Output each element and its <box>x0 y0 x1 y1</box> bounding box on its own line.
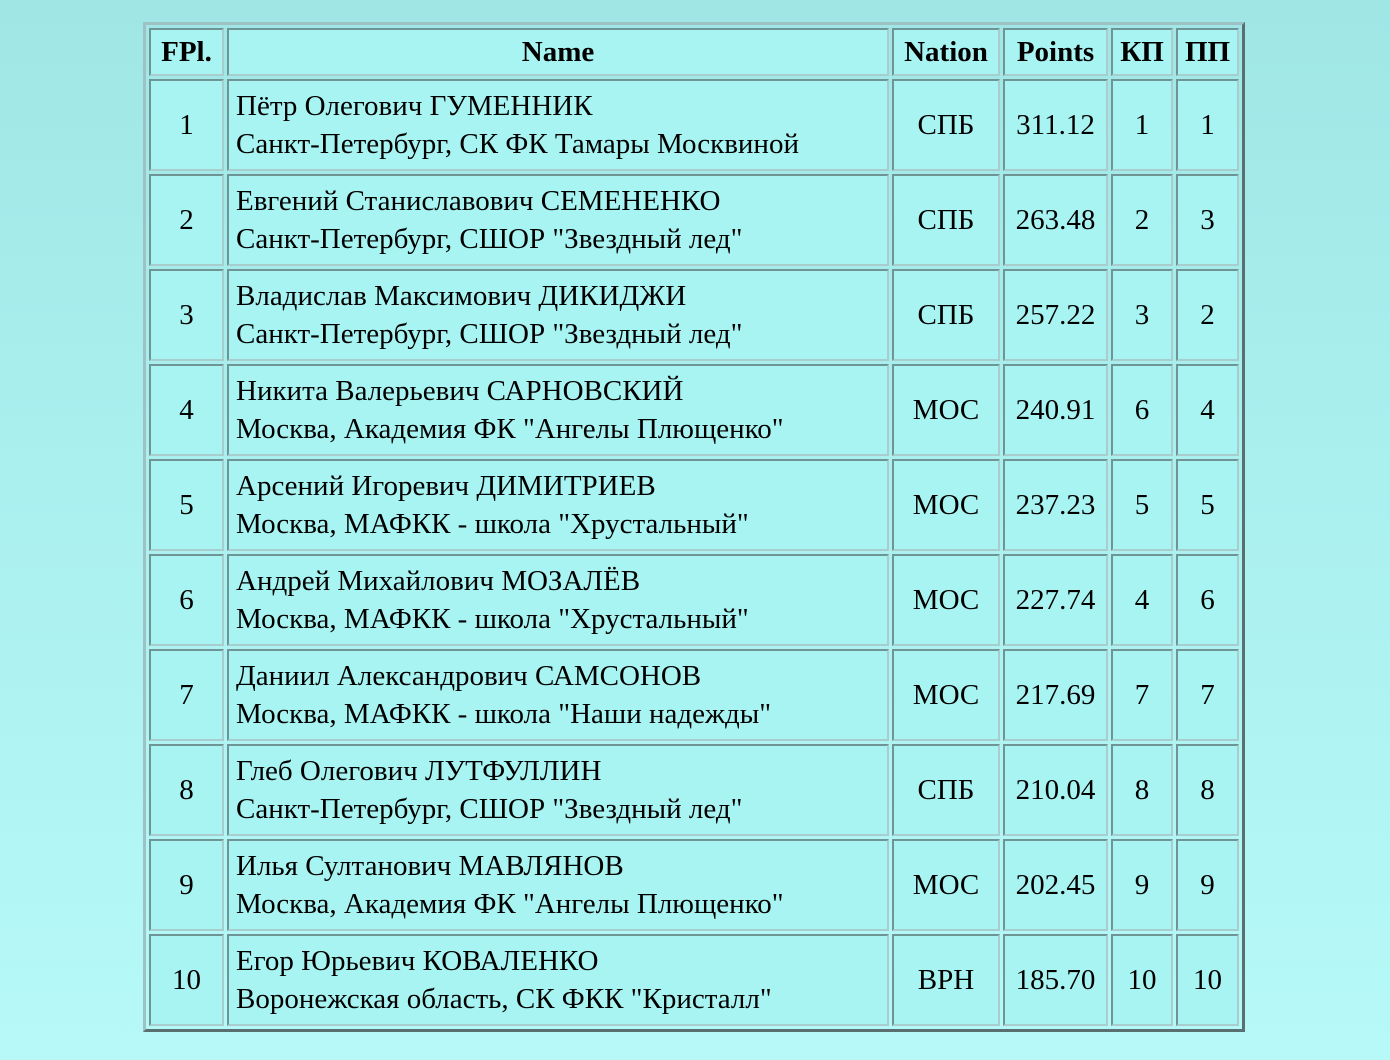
cell-rank: 7 <box>149 649 224 741</box>
header-nation: Nation <box>892 28 1000 76</box>
cell-free-program-rank: 10 <box>1176 934 1239 1026</box>
table-row: 7 Даниил Александрович САМСОНОВ Москва, … <box>149 649 1239 741</box>
header-row: FPl. Name Nation Points КП ПП <box>149 28 1239 76</box>
cell-nation: СПБ <box>892 174 1000 266</box>
cell-points: 185.70 <box>1003 934 1108 1026</box>
cell-rank: 1 <box>149 79 224 171</box>
cell-short-program-rank: 4 <box>1111 554 1173 646</box>
cell-short-program-rank: 1 <box>1111 79 1173 171</box>
cell-name: Илья Султанович МАВЛЯНОВ Москва, Академи… <box>227 839 889 931</box>
cell-free-program-rank: 9 <box>1176 839 1239 931</box>
table-row: 6 Андрей Михайлович МОЗАЛЁВ Москва, МАФК… <box>149 554 1239 646</box>
cell-nation: МОС <box>892 554 1000 646</box>
header-name: Name <box>227 28 889 76</box>
skater-club: Санкт-Петербург, СШОР "Звездный лед" <box>236 793 743 825</box>
skater-club: Москва, МАФКК - школа "Хрустальный" <box>236 603 749 635</box>
table-row: 10 Егор Юрьевич КОВАЛЕНКО Воронежская об… <box>149 934 1239 1026</box>
cell-short-program-rank: 3 <box>1111 269 1173 361</box>
skater-name: Владислав Максимович ДИКИДЖИ <box>236 279 687 312</box>
cell-points: 237.23 <box>1003 459 1108 551</box>
cell-points: 210.04 <box>1003 744 1108 836</box>
skater-club: Москва, Академия ФК "Ангелы Плющенко" <box>236 413 784 445</box>
header-points: Points <box>1003 28 1108 76</box>
cell-points: 227.74 <box>1003 554 1108 646</box>
cell-name: Евгений Станиславович СЕМЕНЕНКО Санкт-Пе… <box>227 174 889 266</box>
table-row: 2 Евгений Станиславович СЕМЕНЕНКО Санкт-… <box>149 174 1239 266</box>
cell-name: Андрей Михайлович МОЗАЛЁВ Москва, МАФКК … <box>227 554 889 646</box>
skater-club: Воронежская область, СК ФКК "Кристалл" <box>236 983 772 1015</box>
cell-nation: МОС <box>892 459 1000 551</box>
cell-short-program-rank: 6 <box>1111 364 1173 456</box>
cell-nation: СПБ <box>892 744 1000 836</box>
header-short-program: КП <box>1111 28 1173 76</box>
table-row: 1 Пётр Олегович ГУМЕННИК Санкт-Петербург… <box>149 79 1239 171</box>
cell-points: 240.91 <box>1003 364 1108 456</box>
table-row: 3 Владислав Максимович ДИКИДЖИ Санкт-Пет… <box>149 269 1239 361</box>
skater-club: Москва, Академия ФК "Ангелы Плющенко" <box>236 888 784 920</box>
skater-name: Евгений Станиславович СЕМЕНЕНКО <box>236 184 721 217</box>
cell-short-program-rank: 5 <box>1111 459 1173 551</box>
cell-points: 217.69 <box>1003 649 1108 741</box>
cell-free-program-rank: 4 <box>1176 364 1239 456</box>
skater-club: Москва, МАФКК - школа "Хрустальный" <box>236 508 749 540</box>
cell-free-program-rank: 1 <box>1176 79 1239 171</box>
cell-short-program-rank: 8 <box>1111 744 1173 836</box>
cell-rank: 3 <box>149 269 224 361</box>
cell-name: Глеб Олегович ЛУТФУЛЛИН Санкт-Петербург,… <box>227 744 889 836</box>
header-free-program: ПП <box>1176 28 1239 76</box>
cell-rank: 2 <box>149 174 224 266</box>
table-row: 8 Глеб Олегович ЛУТФУЛЛИН Санкт-Петербур… <box>149 744 1239 836</box>
table-row: 4 Никита Валерьевич САРНОВСКИЙ Москва, А… <box>149 364 1239 456</box>
skater-club: Санкт-Петербург, СШОР "Звездный лед" <box>236 318 743 350</box>
skater-name: Арсений Игоревич ДИМИТРИЕВ <box>236 469 656 502</box>
skater-name: Глеб Олегович ЛУТФУЛЛИН <box>236 754 602 787</box>
skater-name: Егор Юрьевич КОВАЛЕНКО <box>236 944 599 977</box>
cell-free-program-rank: 5 <box>1176 459 1239 551</box>
cell-name: Арсений Игоревич ДИМИТРИЕВ Москва, МАФКК… <box>227 459 889 551</box>
skater-name: Андрей Михайлович МОЗАЛЁВ <box>236 564 641 597</box>
header-final-placement: FPl. <box>149 28 224 76</box>
cell-rank: 5 <box>149 459 224 551</box>
cell-points: 311.12 <box>1003 79 1108 171</box>
cell-short-program-rank: 2 <box>1111 174 1173 266</box>
cell-free-program-rank: 7 <box>1176 649 1239 741</box>
cell-name: Никита Валерьевич САРНОВСКИЙ Москва, Ака… <box>227 364 889 456</box>
cell-name: Владислав Максимович ДИКИДЖИ Санкт-Петер… <box>227 269 889 361</box>
cell-nation: СПБ <box>892 269 1000 361</box>
cell-short-program-rank: 10 <box>1111 934 1173 1026</box>
cell-short-program-rank: 7 <box>1111 649 1173 741</box>
cell-nation: МОС <box>892 649 1000 741</box>
table-row: 9 Илья Султанович МАВЛЯНОВ Москва, Акаде… <box>149 839 1239 931</box>
cell-points: 202.45 <box>1003 839 1108 931</box>
cell-points: 263.48 <box>1003 174 1108 266</box>
cell-nation: СПБ <box>892 79 1000 171</box>
cell-rank: 9 <box>149 839 224 931</box>
skater-club: Санкт-Петербург, СК ФК Тамары Москвиной <box>236 128 799 160</box>
cell-name: Егор Юрьевич КОВАЛЕНКО Воронежская облас… <box>227 934 889 1026</box>
skater-name: Пётр Олегович ГУМЕННИК <box>236 89 593 122</box>
cell-short-program-rank: 9 <box>1111 839 1173 931</box>
cell-nation: ВРН <box>892 934 1000 1026</box>
skater-name: Илья Султанович МАВЛЯНОВ <box>236 849 624 882</box>
skater-name: Даниил Александрович САМСОНОВ <box>236 659 702 692</box>
cell-rank: 4 <box>149 364 224 456</box>
cell-points: 257.22 <box>1003 269 1108 361</box>
cell-nation: МОС <box>892 364 1000 456</box>
table-row: 5 Арсений Игоревич ДИМИТРИЕВ Москва, МАФ… <box>149 459 1239 551</box>
skater-name: Никита Валерьевич САРНОВСКИЙ <box>236 374 684 407</box>
cell-free-program-rank: 2 <box>1176 269 1239 361</box>
cell-rank: 10 <box>149 934 224 1026</box>
skater-club: Санкт-Петербург, СШОР "Звездный лед" <box>236 223 743 255</box>
cell-rank: 6 <box>149 554 224 646</box>
cell-rank: 8 <box>149 744 224 836</box>
cell-name: Пётр Олегович ГУМЕННИК Санкт-Петербург, … <box>227 79 889 171</box>
results-table: FPl. Name Nation Points КП ПП 1 Пётр Оле… <box>143 22 1245 1032</box>
cell-free-program-rank: 8 <box>1176 744 1239 836</box>
skater-club: Москва, МАФКК - школа "Наши надежды" <box>236 698 772 730</box>
cell-nation: МОС <box>892 839 1000 931</box>
cell-free-program-rank: 3 <box>1176 174 1239 266</box>
cell-name: Даниил Александрович САМСОНОВ Москва, МА… <box>227 649 889 741</box>
cell-free-program-rank: 6 <box>1176 554 1239 646</box>
